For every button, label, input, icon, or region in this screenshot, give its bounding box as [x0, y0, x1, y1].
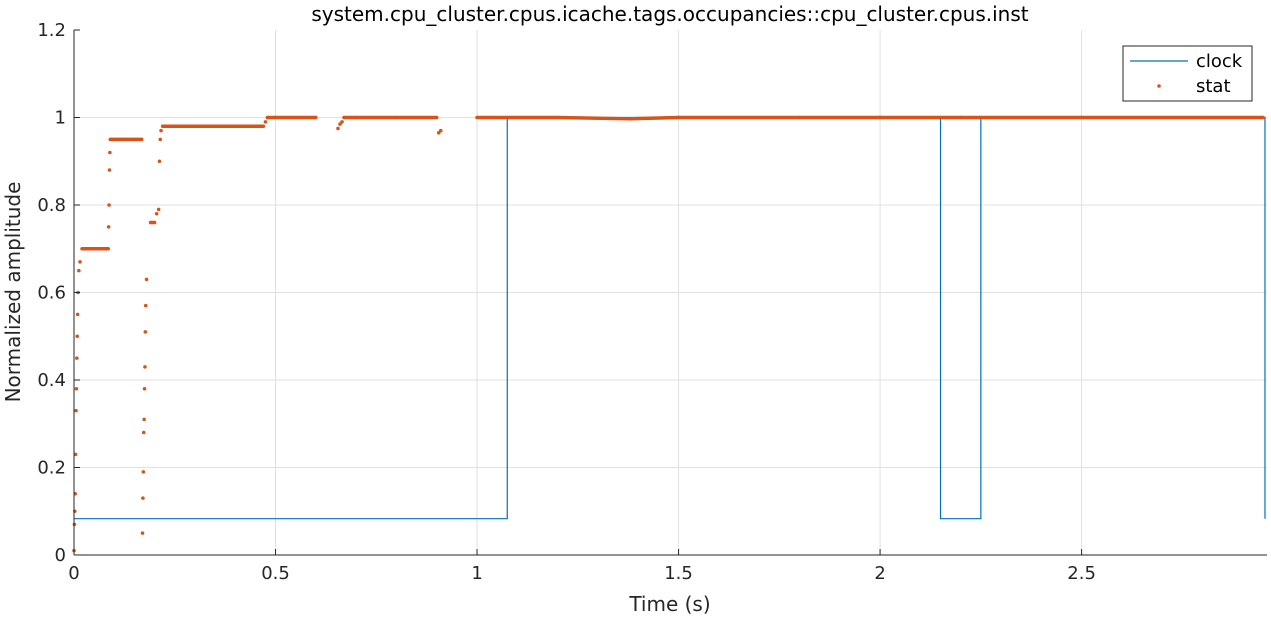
data-point — [156, 207, 161, 212]
data-point — [78, 260, 82, 264]
data-point — [142, 386, 147, 391]
y-tick-label: 0.4 — [37, 370, 66, 391]
axes: 0 0.5 1 1.5 2 2.5 0 0.2 0.4 0.6 0.8 1 1.2 — [37, 20, 1267, 584]
data-point — [143, 365, 147, 369]
y-tick-label: 0.8 — [37, 195, 66, 216]
data-run — [630, 115, 679, 121]
data-point — [263, 120, 268, 124]
data-point — [74, 408, 78, 413]
data-point — [143, 330, 148, 334]
x-tick-label: 1.5 — [664, 563, 693, 584]
data-point — [141, 430, 146, 435]
data-point — [143, 303, 148, 308]
data-point — [340, 120, 344, 124]
data-point — [144, 277, 149, 282]
data-point — [336, 126, 340, 131]
x-tick-label: 2 — [874, 563, 885, 584]
data-point — [140, 531, 145, 535]
legend: clock stat — [1122, 45, 1253, 102]
data-point — [107, 203, 111, 207]
data-point — [154, 211, 159, 216]
data-point — [142, 417, 146, 422]
x-tick-label: 0 — [68, 563, 79, 584]
data-point — [107, 168, 112, 172]
data-point — [141, 470, 146, 474]
y-tick-label: 0.2 — [37, 458, 66, 479]
data-run — [557, 115, 631, 121]
data-point — [159, 128, 163, 133]
x-tick-label: 0.5 — [261, 563, 290, 584]
data-point — [141, 496, 145, 500]
y-tick-label: 0 — [55, 545, 66, 566]
chart-title: system.cpu_cluster.cpus.icache.tags.occu… — [311, 2, 1028, 26]
data-point — [158, 137, 163, 142]
x-tick-label: 1 — [471, 563, 482, 584]
data-point — [75, 312, 80, 317]
data-point — [75, 334, 80, 339]
plot-area — [72, 115, 1266, 553]
y-axis-label: Normalized amplitude — [1, 182, 25, 403]
legend-clock-label: clock — [1196, 51, 1243, 72]
series-dots-stat — [72, 115, 1265, 553]
y-tick-label: 0.6 — [37, 283, 66, 304]
y-tick-label: 1.2 — [37, 20, 66, 41]
x-tick-label: 2.5 — [1067, 563, 1096, 584]
data-point — [438, 128, 443, 133]
legend-box — [1122, 45, 1253, 102]
legend-stat-label: stat — [1196, 76, 1231, 97]
data-point — [157, 159, 162, 164]
x-axis-label: Time (s) — [628, 592, 710, 616]
data-point — [75, 356, 79, 360]
y-tick-label: 1 — [55, 108, 66, 129]
data-point — [74, 386, 79, 391]
data-point — [108, 150, 112, 155]
legend-stat-swatch — [1157, 84, 1161, 88]
data-point — [77, 268, 81, 273]
data-point — [106, 225, 111, 229]
data-point — [73, 452, 78, 457]
